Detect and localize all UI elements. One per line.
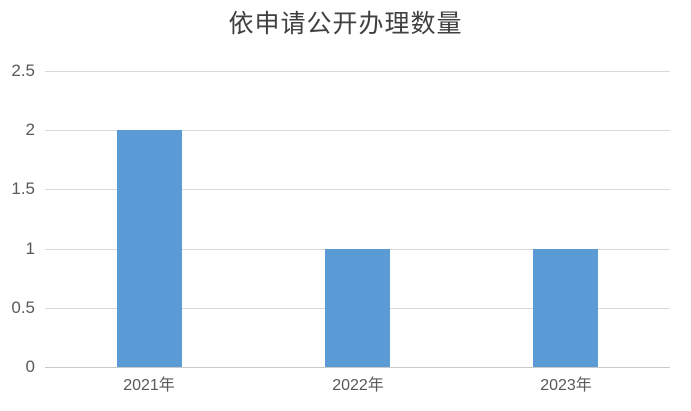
y-tick-label: 0.5 [11, 298, 35, 317]
bar-2023年 [533, 249, 598, 367]
bar-2021年 [117, 130, 182, 367]
gridline [45, 130, 670, 131]
x-axis-line [45, 367, 670, 368]
x-tick-label: 2023年 [540, 377, 592, 394]
y-tick-label: 2 [25, 120, 35, 139]
y-tick-label: 1.5 [11, 179, 35, 198]
y-tick-label: 2.5 [11, 61, 35, 80]
y-tick-label: 1 [25, 239, 35, 258]
gridline [45, 189, 670, 190]
gridline [45, 71, 670, 72]
chart-title: 依申请公开办理数量 [228, 11, 463, 38]
bar-2022年 [325, 249, 390, 367]
x-tick-label: 2022年 [332, 377, 384, 394]
x-tick-label: 2021年 [123, 377, 175, 394]
y-tick-label: 0 [25, 357, 35, 376]
